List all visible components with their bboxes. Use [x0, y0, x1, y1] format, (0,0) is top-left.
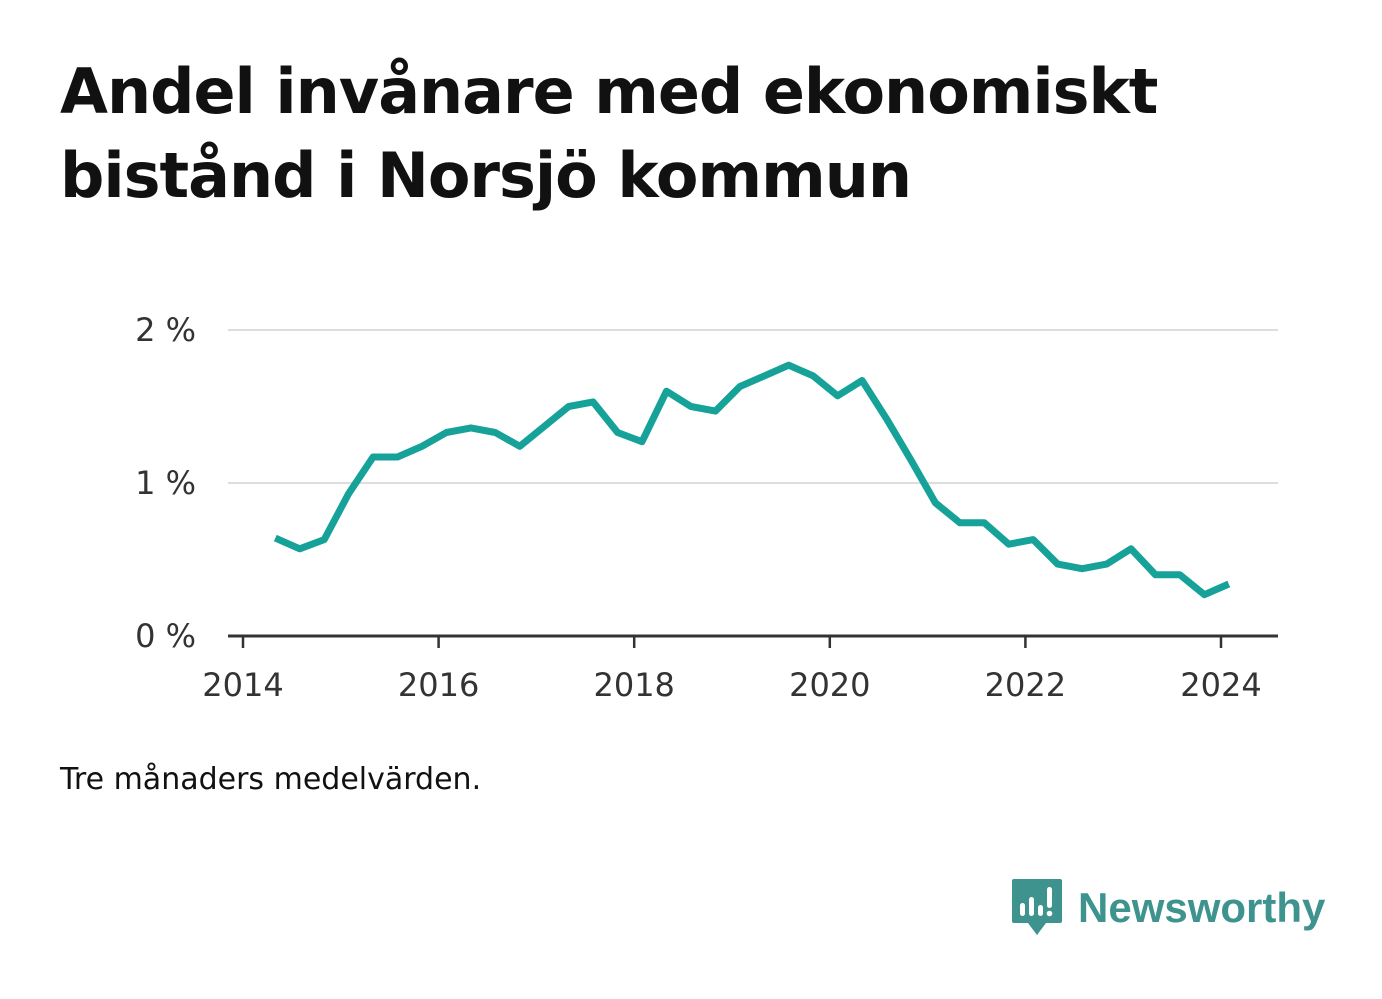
x-tick-label: 2014	[202, 666, 283, 704]
series-layer	[273, 361, 1231, 599]
y-tick-label: 2 %	[135, 311, 196, 349]
x-tick-label: 2018	[593, 666, 674, 704]
chart-footnote: Tre månaders medelvärden.	[60, 762, 482, 797]
y-axis-tick-labels: 0 % 1 % 2 %	[135, 311, 196, 655]
y-tick-label: 1 %	[135, 464, 196, 502]
gridlines	[228, 329, 1278, 484]
x-tick-label: 2016	[398, 666, 479, 704]
brand-name: Newsworthy	[1078, 884, 1326, 931]
y-tick-label: 0 %	[135, 617, 196, 655]
x-tick-label: 2022	[985, 666, 1066, 704]
x-axis: 2014 2016 2018 2020 2022 2024	[202, 634, 1278, 704]
brand-logo[interactable]: Newsworthy	[1010, 876, 1325, 940]
x-tick-label: 2024	[1180, 666, 1261, 704]
series-line	[273, 361, 1231, 599]
newsworthy-logo-icon	[1012, 879, 1062, 935]
chart-title: Andel invånare med ekonomiskt bistånd i …	[60, 55, 1158, 212]
x-tick-label: 2020	[789, 666, 870, 704]
